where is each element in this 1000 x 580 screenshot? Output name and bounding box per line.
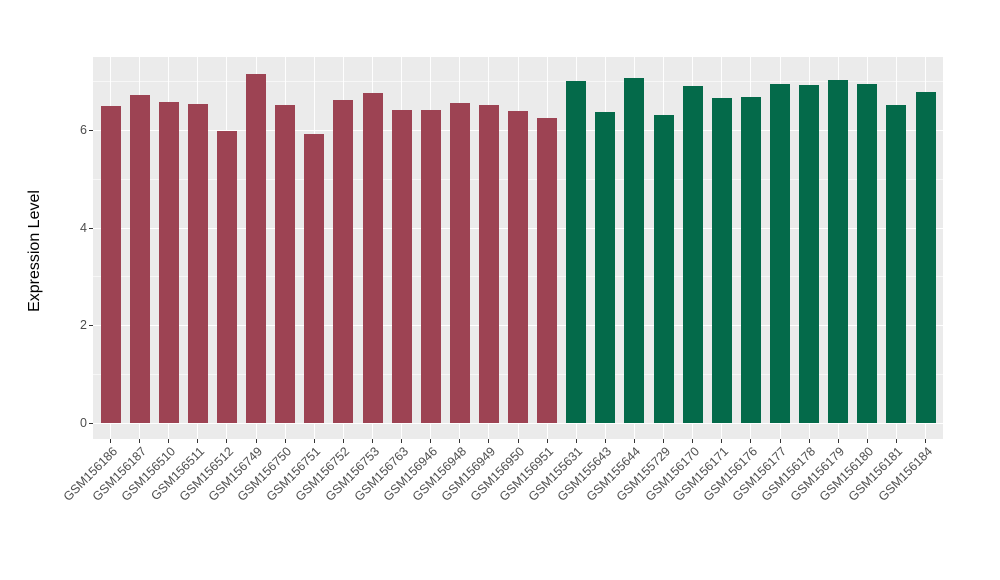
x-tick-mark-GSM156178: [808, 439, 810, 443]
bar-GSM156187: [129, 95, 150, 423]
y-tick-label-4: 4: [80, 220, 87, 235]
bar-GSM156763: [391, 110, 412, 423]
plot-panel: [93, 57, 943, 439]
bar-GSM156511: [187, 104, 208, 423]
y-tick-label-2: 2: [80, 318, 87, 333]
bar-GSM156180: [857, 84, 878, 423]
y-tick-label-0: 0: [80, 416, 87, 430]
x-tick-mark-GSM156170: [692, 439, 694, 443]
x-tick-mark-GSM156763: [401, 439, 403, 443]
x-tick-mark-GSM156181: [895, 439, 897, 443]
x-tick-mark-GSM156751: [313, 439, 315, 443]
y-tick-mark-6: [89, 129, 93, 131]
x-tick-mark-GSM156184: [925, 439, 926, 443]
x-tick-mark-GSM156179: [837, 439, 839, 443]
bar-GSM156181: [886, 104, 907, 423]
x-tick-mark-GSM155643: [604, 439, 606, 443]
bar-GSM156179: [828, 79, 849, 423]
bar-GSM156171: [711, 98, 732, 423]
bar-GSM155631: [566, 81, 587, 423]
x-tick-mark-GSM156510: [168, 439, 170, 443]
x-tick-mark-GSM156511: [197, 439, 199, 443]
x-tick-mark-GSM156951: [546, 439, 548, 443]
y-tick-label-6: 6: [80, 122, 87, 137]
bar-GSM156186: [100, 106, 121, 423]
x-tick-mark-GSM156752: [342, 439, 344, 443]
y-axis-title: Expression Level: [26, 190, 43, 312]
x-tick-mark-GSM156177: [779, 439, 781, 443]
bar-GSM156752: [333, 99, 354, 423]
x-tick-mark-GSM156946: [430, 439, 432, 443]
x-tick-mark-GSM156948: [459, 439, 461, 443]
bar-GSM156750: [275, 104, 296, 423]
x-tick-mark-GSM156949: [488, 439, 490, 443]
x-tick-mark-GSM156750: [284, 439, 286, 443]
bar-GSM156949: [478, 105, 499, 423]
bar-GSM156951: [537, 118, 558, 423]
x-tick-mark-GSM155631: [575, 439, 577, 443]
bar-GSM155644: [624, 77, 645, 423]
x-tick-mark-GSM156749: [255, 439, 257, 443]
x-tick-mark-GSM156176: [750, 439, 752, 443]
bar-GSM156749: [246, 73, 266, 423]
bar-GSM156510: [158, 101, 179, 423]
x-tick-mark-GSM156512: [226, 439, 228, 443]
bar-GSM156178: [799, 84, 820, 423]
bar-GSM156946: [420, 110, 441, 423]
x-tick-mark-GSM156180: [866, 439, 868, 443]
x-tick-mark-GSM155729: [663, 439, 664, 443]
bar-GSM156176: [740, 96, 761, 423]
bar-GSM156512: [216, 131, 237, 423]
x-tick-mark-GSM155644: [633, 439, 635, 443]
bar-GSM156184: [915, 92, 936, 423]
x-tick-mark-GSM156187: [139, 439, 141, 443]
x-tick-mark-GSM156186: [110, 439, 111, 443]
bar-GSM156950: [508, 111, 528, 423]
bar-GSM156751: [304, 133, 325, 423]
bar-GSM155729: [653, 114, 674, 423]
y-tick-mark-0: [89, 423, 93, 424]
bar-GSM155643: [595, 112, 616, 423]
x-tick-mark-GSM156753: [372, 439, 373, 443]
bar-GSM156177: [770, 83, 790, 423]
bar-GSM156753: [362, 93, 383, 423]
x-tick-mark-GSM156950: [517, 439, 519, 443]
bar-GSM156170: [682, 85, 703, 423]
bar-GSM156948: [449, 102, 470, 423]
x-tick-mark-GSM156171: [721, 439, 723, 443]
y-tick-mark-4: [89, 227, 93, 229]
y-tick-mark-2: [89, 325, 93, 327]
